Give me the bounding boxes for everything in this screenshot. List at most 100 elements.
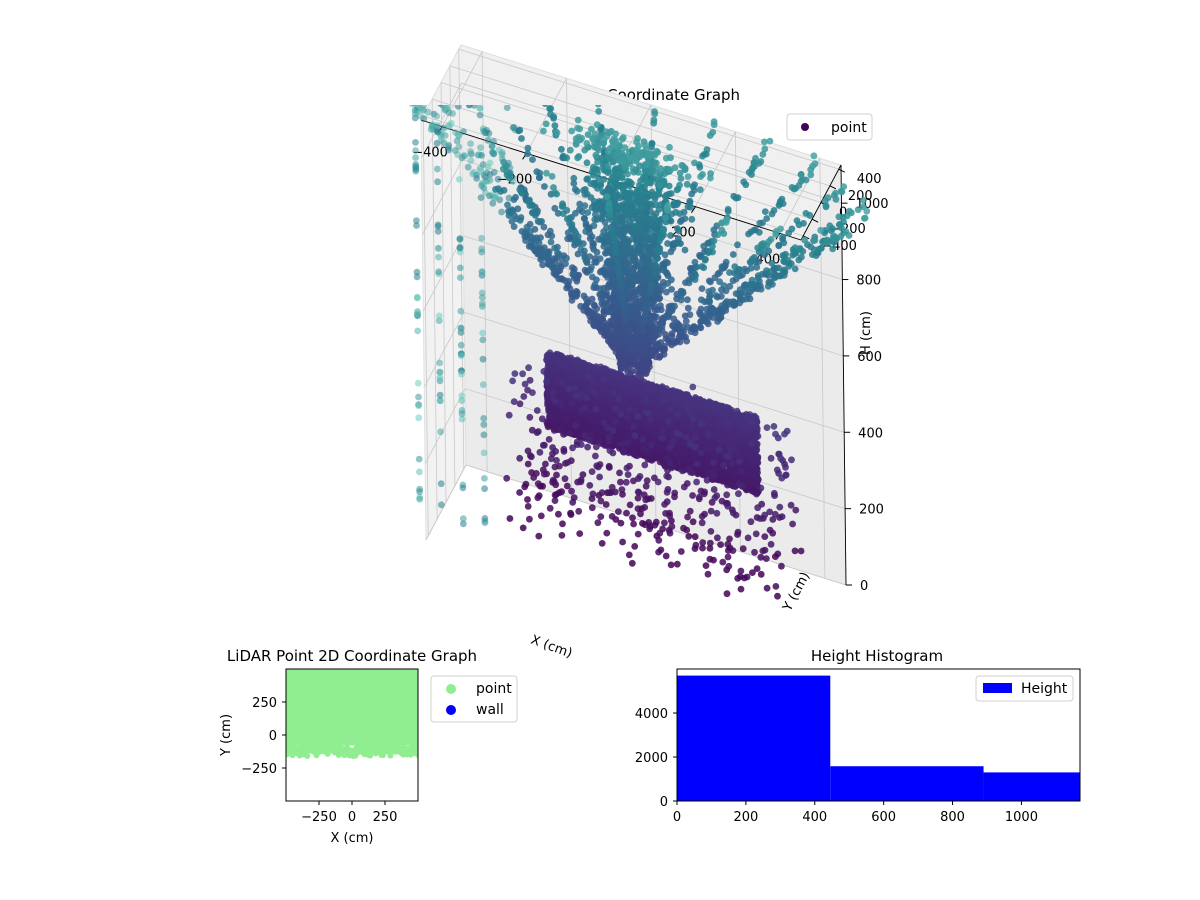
chart-3d-point: [570, 411, 578, 419]
chart-3d-point: [643, 402, 650, 409]
chart-3d-point: [526, 376, 534, 384]
chart-3d-grid-y: [431, 99, 438, 520]
chart-3d-point: [611, 441, 619, 449]
chart-3d-point: [700, 242, 708, 250]
chart-3d-grid-z: [422, 235, 464, 312]
chart-3d-point: [579, 379, 587, 387]
chart-3d-point: [689, 518, 697, 526]
chart-3d-point: [736, 449, 743, 457]
chart-3d-point: [700, 490, 708, 498]
chart-3d-point: [435, 52, 442, 59]
chart-3d-point: [688, 190, 695, 198]
chart-3d-point: [648, 143, 655, 151]
chart-3d-point: [524, 144, 532, 152]
chart-3d-point: [753, 431, 760, 439]
chart-3d-point: [717, 541, 724, 548]
chart-3d-point: [706, 421, 714, 429]
chart-3d-point: [766, 526, 774, 534]
chart-3d-point: [659, 389, 667, 397]
chart-3d-point: [618, 428, 625, 436]
chart-3d-point: [712, 409, 719, 416]
chart-3d-point: [686, 410, 694, 418]
chart-3d-point: [563, 416, 571, 424]
chart-3d-point: [441, 64, 448, 71]
chart-3d-point: [685, 533, 693, 540]
chart-3d-point: [557, 360, 564, 368]
chart-3d-point: [524, 447, 532, 455]
chart-3d-point: [726, 476, 733, 483]
chart-3d-point: [621, 381, 629, 389]
chart-3d-point: [698, 406, 706, 413]
chart-3d-point: [689, 183, 697, 191]
chart-3d-point: [589, 415, 596, 423]
chart-3d-point: [585, 372, 592, 380]
chart-3d-point: [788, 456, 795, 464]
chart-3d-point: [563, 482, 571, 490]
chart-3d-point: [781, 430, 788, 438]
chart-3d-point: [750, 470, 758, 478]
chart-3d-point: [712, 429, 720, 437]
chart-3d-point: [681, 416, 688, 424]
chart-3d-point: [627, 378, 634, 385]
chart-3d-point: [714, 420, 722, 428]
chart-3d-point: [683, 399, 691, 406]
chart-3d-point: [759, 151, 767, 158]
chart-3d-point: [788, 184, 796, 191]
chart-3d-point: [544, 385, 552, 393]
chart-3d-point: [693, 401, 701, 409]
chart-3d-point: [773, 466, 781, 474]
chart-3d-z-tick-label: 800: [856, 274, 881, 289]
chart-3d-point: [651, 421, 659, 429]
chart-3d-point: [768, 210, 776, 218]
chart-3d-point: [734, 418, 741, 426]
chart-3d-point: [583, 423, 590, 431]
chart-3d-point: [769, 516, 777, 523]
chart-3d-point: [691, 449, 699, 456]
chart-3d-point: [766, 137, 774, 145]
chart-3d-point: [797, 171, 805, 179]
chart-3d-z-tick-label: 400: [858, 426, 883, 441]
chart-3d-point: [589, 430, 596, 438]
chart-3d-point: [617, 478, 624, 486]
chart-3d-point: [710, 226, 718, 234]
chart-3d-point: [680, 483, 688, 491]
chart-3d-point: [689, 383, 697, 391]
chart-3d-point: [775, 201, 783, 209]
chart-3d-point: [595, 105, 602, 108]
chart-3d-point: [697, 431, 705, 438]
chart-3d-point: [698, 413, 706, 420]
chart-3d-points: [408, 48, 871, 600]
chart-3d-point: [689, 492, 696, 499]
chart-3d-point: [744, 484, 752, 492]
chart-3d-x-tick-label: −400: [412, 146, 448, 161]
chart-3d-point: [436, 48, 443, 55]
chart-3d-point: [542, 105, 549, 107]
chart-3d-grid-z: [464, 311, 845, 433]
chart-3d-point: [675, 457, 682, 465]
chart-3d-point: [703, 476, 711, 484]
chart-3d-point: [667, 248, 675, 256]
chart-3d-point: [686, 197, 694, 205]
chart-3d: LiDAR Point 3D Coordinate Graph −400−200…: [408, 44, 889, 661]
chart-3d-point: [763, 424, 771, 431]
chart-3d-point: [576, 200, 584, 208]
chart-3d-point: [621, 375, 629, 382]
chart-3d-point: [716, 436, 724, 444]
chart-3d-y-tick-label: 400: [857, 172, 882, 187]
chart-3d-point: [691, 533, 699, 541]
chart-3d-point: [709, 403, 717, 411]
chart-3d-point: [748, 425, 756, 432]
chart-3d-z-tick-label: 600: [857, 350, 882, 365]
chart-3d-point: [770, 423, 778, 430]
chart-3d-point: [540, 368, 548, 375]
chart-3d-point: [617, 519, 625, 527]
chart-3d-point: [673, 391, 681, 398]
chart-3d-point: [564, 406, 572, 414]
chart-3d-point: [630, 445, 638, 453]
chart-3d-point: [624, 423, 632, 431]
chart-3d-point: [641, 430, 648, 438]
chart-3d-point: [730, 436, 737, 444]
chart-3d-point: [724, 481, 731, 489]
chart-3d-point: [680, 439, 688, 447]
chart-3d-y-tick: [838, 168, 846, 173]
